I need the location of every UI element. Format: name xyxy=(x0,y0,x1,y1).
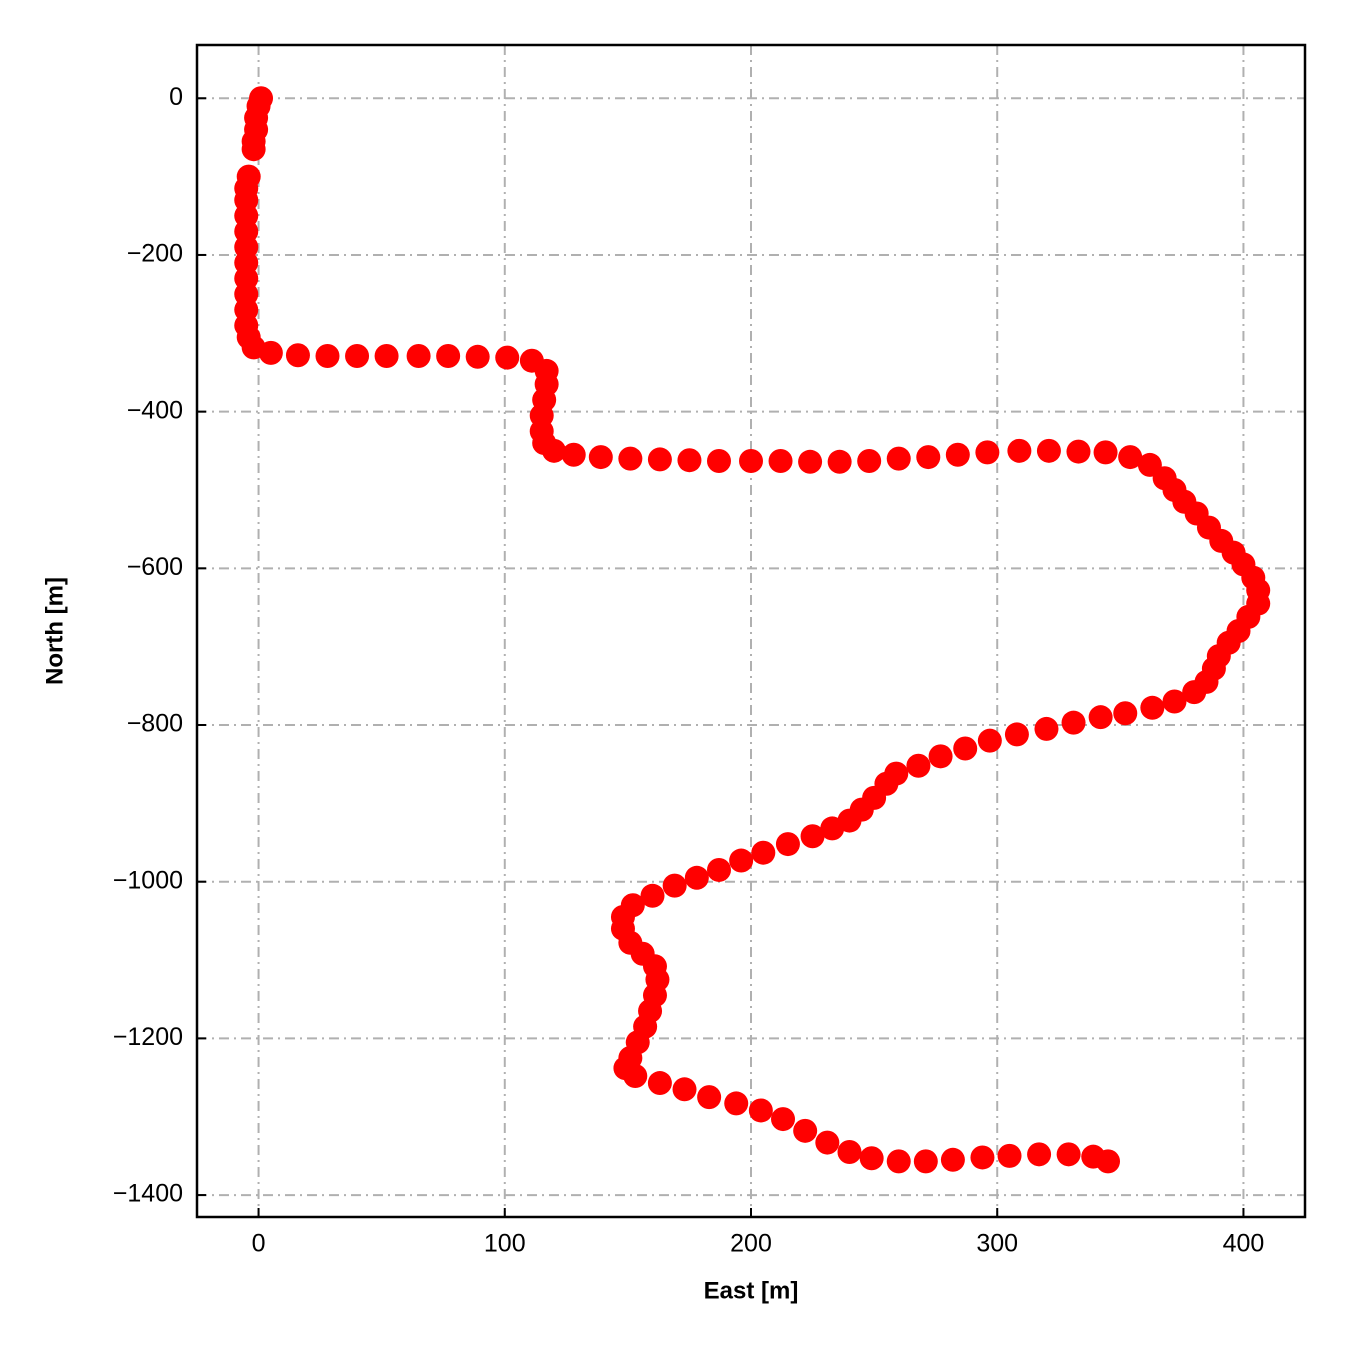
point xyxy=(1113,701,1138,726)
point xyxy=(775,832,800,857)
y-tick-label: −600 xyxy=(127,553,183,581)
point xyxy=(945,442,970,467)
point xyxy=(672,1077,697,1102)
point xyxy=(768,448,793,473)
point xyxy=(1027,1142,1052,1167)
point xyxy=(771,1107,796,1132)
x-tick-label: 300 xyxy=(976,1230,1018,1258)
point xyxy=(940,1147,965,1172)
point xyxy=(588,445,613,470)
point xyxy=(561,442,586,467)
point xyxy=(886,1149,911,1174)
point xyxy=(739,448,763,473)
x-tick-label: 100 xyxy=(484,1230,526,1258)
point xyxy=(345,344,370,369)
point xyxy=(729,848,754,873)
point xyxy=(913,1149,938,1174)
point xyxy=(623,1063,648,1088)
point xyxy=(697,1085,722,1110)
point xyxy=(751,840,776,865)
point xyxy=(800,824,825,849)
point xyxy=(1093,440,1118,465)
y-tick-label: 0 xyxy=(169,83,183,111)
point xyxy=(1056,1142,1081,1167)
point xyxy=(662,873,687,898)
point xyxy=(495,345,520,370)
point xyxy=(1096,1149,1121,1174)
point xyxy=(285,343,310,368)
point xyxy=(1118,445,1143,470)
point xyxy=(647,1071,672,1096)
x-tick-label: 0 xyxy=(252,1230,266,1258)
y-tick-label: −1200 xyxy=(113,1023,183,1051)
point xyxy=(677,448,702,473)
point xyxy=(436,344,461,369)
point xyxy=(970,1145,995,1170)
point xyxy=(647,447,672,472)
point xyxy=(815,1130,840,1155)
point xyxy=(1061,710,1086,735)
point xyxy=(953,736,978,761)
y-axis-label: North [m] xyxy=(41,577,68,685)
y-tick-label: −800 xyxy=(127,710,183,738)
point xyxy=(857,448,882,473)
point xyxy=(406,344,431,369)
point xyxy=(724,1091,749,1116)
point xyxy=(748,1098,773,1123)
point xyxy=(798,449,823,474)
point xyxy=(465,344,490,369)
point xyxy=(1004,722,1029,747)
point xyxy=(640,883,665,908)
point xyxy=(618,446,643,471)
point xyxy=(1140,695,1165,720)
x-axis-label: East [m] xyxy=(704,1277,799,1304)
point xyxy=(684,865,709,890)
point xyxy=(1088,705,1113,730)
point xyxy=(886,446,911,471)
point xyxy=(906,753,931,778)
point xyxy=(1007,438,1032,463)
point xyxy=(706,448,731,473)
point xyxy=(975,440,1000,465)
point xyxy=(928,744,953,769)
y-tick-label: −400 xyxy=(127,396,183,424)
point xyxy=(997,1143,1022,1168)
point xyxy=(542,438,567,463)
plot-frame xyxy=(195,43,1307,1219)
y-tick-label: −1400 xyxy=(113,1180,183,1208)
point xyxy=(1034,716,1059,741)
point xyxy=(793,1118,818,1143)
point xyxy=(837,1139,862,1164)
point xyxy=(1036,438,1061,463)
point xyxy=(827,449,852,474)
point xyxy=(916,445,941,470)
y-tick-label: −200 xyxy=(127,240,183,268)
point xyxy=(258,340,283,365)
x-tick-label: 200 xyxy=(730,1230,772,1258)
point xyxy=(1066,439,1091,464)
point xyxy=(374,344,399,369)
point xyxy=(241,137,266,162)
point xyxy=(820,816,845,841)
point xyxy=(315,344,340,369)
y-tick-label: −1000 xyxy=(113,866,183,894)
point xyxy=(1182,680,1207,705)
x-tick-label: 400 xyxy=(1223,1230,1265,1258)
point xyxy=(977,728,1002,753)
point xyxy=(859,1146,884,1171)
point xyxy=(706,857,731,882)
point xyxy=(1162,689,1187,714)
